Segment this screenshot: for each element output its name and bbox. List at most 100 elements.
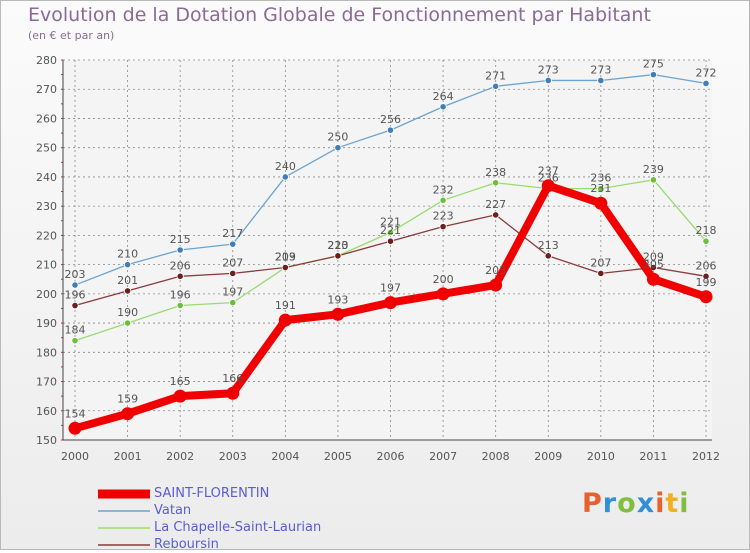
- data-label: 154: [65, 407, 86, 420]
- data-label: 215: [170, 233, 191, 246]
- x-tick-label: 2012: [692, 450, 720, 463]
- data-point: [386, 237, 395, 245]
- data-point: [489, 278, 503, 292]
- data-label: 207: [222, 256, 243, 269]
- data-label: 273: [538, 63, 559, 76]
- data-label: 213: [275, 251, 296, 264]
- data-point: [123, 319, 132, 327]
- proxiti-logo: Proxiti: [582, 488, 690, 519]
- data-label: 221: [380, 224, 401, 237]
- data-point: [492, 179, 500, 187]
- data-label: 210: [117, 248, 138, 261]
- x-tick-label: 2000: [61, 450, 89, 463]
- data-point: [649, 71, 658, 79]
- data-label: 166: [222, 372, 243, 385]
- data-label: 207: [590, 256, 611, 269]
- data-label: 236: [590, 172, 611, 185]
- legend: SAINT-FLORENTIN Vatan La Chapelle-Saint-…: [98, 485, 321, 553]
- y-tick-label: 230: [36, 200, 57, 213]
- x-tick-label: 2004: [271, 450, 299, 463]
- y-tick-label: 160: [36, 405, 57, 418]
- data-label: 213: [538, 239, 559, 252]
- data-label: 200: [433, 273, 454, 286]
- data-label: 238: [485, 166, 506, 179]
- legend-item: Reboursin: [98, 536, 321, 553]
- data-label: 236: [538, 172, 559, 185]
- data-point: [331, 307, 345, 321]
- logo-letter: t: [665, 488, 680, 519]
- data-point: [702, 79, 710, 87]
- data-label: 273: [590, 63, 611, 76]
- y-tick-label: 240: [36, 171, 57, 184]
- data-point: [386, 228, 395, 237]
- legend-swatch: [98, 543, 150, 546]
- data-point: [436, 287, 450, 301]
- y-tick-label: 180: [36, 346, 57, 359]
- data-label: 271: [485, 69, 506, 82]
- data-point: [278, 313, 292, 327]
- x-tick-label: 2003: [219, 450, 247, 463]
- y-tick-label: 190: [36, 317, 57, 330]
- data-point: [176, 246, 184, 254]
- data-point: [646, 272, 660, 286]
- y-tick-label: 200: [36, 288, 57, 301]
- y-tick-label: 270: [36, 83, 57, 96]
- data-point: [176, 301, 184, 310]
- data-point: [334, 144, 342, 152]
- data-point: [121, 407, 135, 421]
- logo-letter: x: [636, 488, 656, 519]
- data-point: [597, 76, 605, 85]
- logo-letter: i: [679, 488, 690, 519]
- data-point: [281, 263, 289, 272]
- data-point: [384, 296, 397, 310]
- data-point: [544, 76, 552, 85]
- data-label: 191: [275, 299, 296, 312]
- y-tick-label: 220: [36, 229, 57, 242]
- chart-subtitle: (en € et par an): [28, 29, 115, 42]
- data-label: 206: [696, 259, 717, 272]
- data-point: [597, 185, 605, 193]
- x-tick-label: 2006: [377, 450, 405, 463]
- legend-swatch: [98, 526, 150, 529]
- data-label: 227: [485, 198, 506, 211]
- y-tick-label: 150: [36, 434, 57, 447]
- x-tick-label: 2011: [639, 450, 667, 463]
- y-tick-label: 210: [36, 259, 57, 272]
- logo-letter: o: [617, 488, 637, 519]
- legend-label: Reboursin: [154, 537, 219, 552]
- data-point: [68, 421, 82, 435]
- data-label: 203: [65, 268, 86, 281]
- data-label: 223: [433, 210, 454, 223]
- data-label: 197: [380, 282, 401, 295]
- y-tick-label: 170: [36, 376, 57, 389]
- data-label: 209: [643, 251, 664, 264]
- data-point: [229, 299, 237, 307]
- data-point: [281, 173, 289, 181]
- data-label: 203: [485, 264, 506, 277]
- y-tick-label: 250: [36, 142, 57, 155]
- data-point: [386, 126, 395, 134]
- data-label: 184: [65, 324, 86, 337]
- logo-letter: P: [582, 488, 603, 519]
- data-label: 199: [696, 276, 717, 289]
- data-point: [71, 301, 79, 310]
- data-point: [439, 196, 447, 204]
- plot-area: [63, 60, 712, 440]
- legend-label: Vatan: [154, 503, 192, 518]
- legend-item: Vatan: [98, 502, 321, 519]
- data-point: [541, 179, 555, 193]
- data-point: [123, 261, 132, 269]
- logo-letter: i: [655, 488, 666, 519]
- x-tick-label: 2010: [587, 450, 615, 463]
- legend-item: SAINT-FLORENTIN: [98, 485, 321, 502]
- data-label: 197: [222, 286, 243, 299]
- data-label: 205: [643, 258, 664, 271]
- data-point: [439, 103, 447, 111]
- data-point: [699, 290, 713, 304]
- data-point: [123, 287, 132, 295]
- data-point: [649, 176, 658, 184]
- data-label: 239: [643, 163, 664, 176]
- data-point: [492, 211, 500, 219]
- data-point: [492, 82, 500, 90]
